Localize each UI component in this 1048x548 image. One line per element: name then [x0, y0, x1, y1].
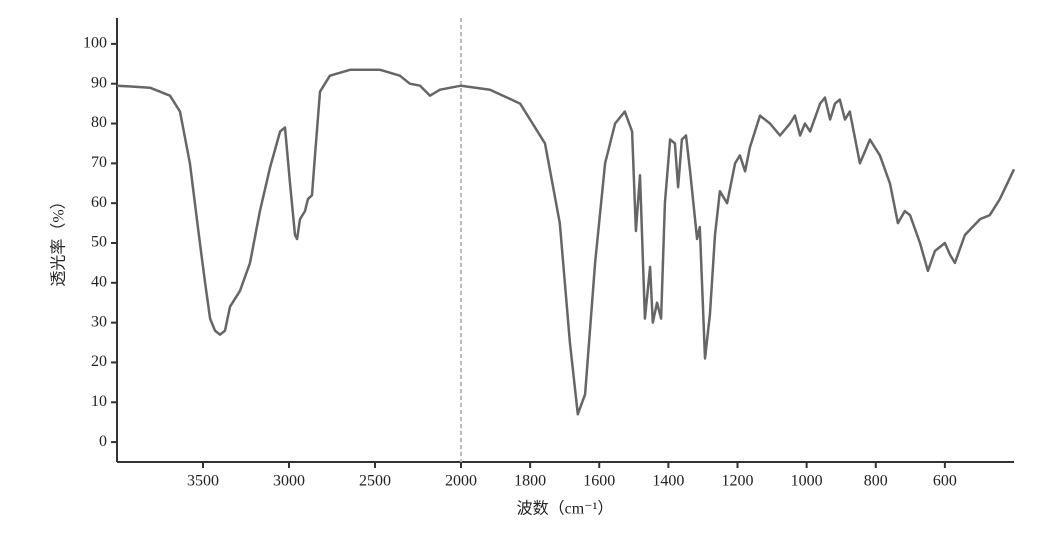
x-tick-label: 1600 — [583, 473, 615, 490]
y-tick-label: 20 — [91, 353, 107, 370]
x-tick-label: 1400 — [652, 473, 684, 490]
y-tick-label: 70 — [91, 154, 107, 171]
y-tick-label: 60 — [91, 194, 107, 211]
y-tick-label: 0 — [99, 433, 107, 450]
spectrum-line — [116, 68, 1016, 416]
x-tick-label: 800 — [864, 473, 888, 490]
y-tick-label: 40 — [91, 273, 107, 290]
x-tick-label: 1200 — [722, 473, 754, 490]
y-tick-label: 80 — [91, 114, 107, 131]
x-tick-label: 1000 — [791, 473, 823, 490]
y-tick-label: 90 — [91, 74, 107, 91]
y-tick-label: 10 — [91, 393, 107, 410]
y-tick-label: 30 — [91, 313, 107, 330]
x-axis-label: 波数（cm⁻¹） — [517, 500, 614, 518]
x-tick-label: 1800 — [514, 473, 546, 490]
x-tick-label: 2500 — [359, 473, 391, 490]
y-tick-label: 100 — [83, 35, 107, 52]
y-axis-label: 透光率（%） — [50, 193, 68, 286]
x-tick-label: 3500 — [187, 473, 219, 490]
x-tick-label: 600 — [933, 473, 957, 490]
x-tick-label: 2000 — [445, 473, 477, 490]
x-tick-label: 3000 — [273, 473, 305, 490]
y-tick-label: 50 — [91, 234, 107, 251]
